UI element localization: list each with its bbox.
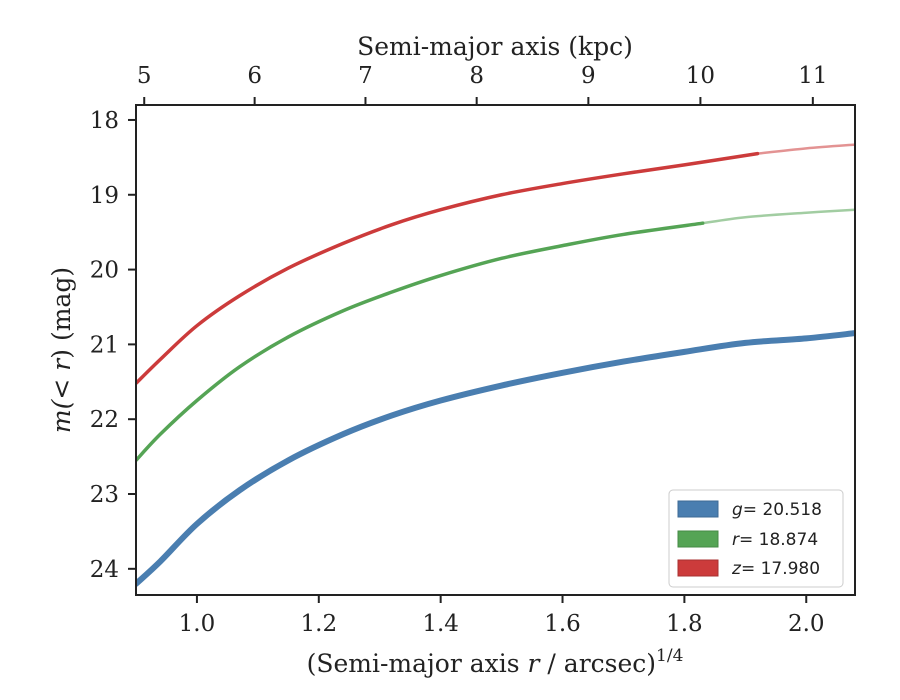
legend: g= 20.518 r= 18.874 z= 17.980 (668, 489, 844, 588)
top-tick-label: 10 (686, 63, 715, 89)
legend-swatch-z (677, 559, 719, 577)
top-axis-title: Semi-major axis (kpc) (357, 32, 633, 61)
legend-entry-z: z= 17.980 (677, 559, 820, 579)
series-line-g (136, 330, 855, 587)
series-line-r (136, 221, 705, 463)
series-line-z (136, 151, 760, 386)
legend-val-r: = 18.874 (739, 530, 818, 550)
series-line-r-extrapolated (701, 208, 855, 225)
bottom-axis-title-exponent: 1/4 (656, 646, 683, 666)
top-tick-label: 6 (247, 63, 262, 89)
y-tick-label: 20 (90, 258, 119, 284)
plot-frame (135, 104, 856, 596)
ticks-layer: 1.0 1.2 1.4 1.6 1.8 2.0 18 19 20 21 22 23 24 5 6 7 8 9 10 1… (90, 63, 828, 637)
legend-val-z: = 17.980 (741, 559, 820, 579)
left-axis-title-a: m( (47, 398, 76, 433)
legend-label-g: g= 20.518 (732, 500, 822, 520)
legend-swatch-r (677, 530, 719, 548)
legend-entry-g: g= 20.518 (677, 500, 822, 520)
bottom-axis-title-post: / arcsec) (539, 649, 656, 678)
legend-label-r: r= 18.874 (732, 530, 818, 550)
top-tick-label: 11 (798, 63, 827, 89)
x-tick-label: 1.8 (666, 611, 703, 637)
legend-swatch-g (677, 500, 719, 518)
top-tick-label: 9 (581, 63, 596, 89)
left-axis-title-b: < r (47, 357, 76, 400)
y-tick-label: 23 (90, 482, 119, 508)
x-tick-label: 1.4 (422, 611, 459, 637)
x-tick-label: 2.0 (788, 611, 825, 637)
y-tick-label: 18 (90, 108, 119, 134)
top-tick-label: 7 (358, 63, 373, 89)
top-tick-label: 5 (137, 63, 152, 89)
legend-entry-r: r= 18.874 (677, 530, 818, 550)
bottom-axis-title-pre: (Semi-major axis (307, 649, 528, 678)
x-tick-label: 1.6 (544, 611, 581, 637)
top-tick-label: 8 (469, 63, 484, 89)
x-tick-label: 1.2 (301, 611, 338, 637)
series-line-z-extrapolated (756, 143, 855, 155)
legend-val-g: = 20.518 (743, 500, 822, 520)
series-layer (136, 143, 855, 587)
left-axis-title-c: ) (mag) (47, 267, 76, 359)
bottom-axis-title: (Semi-major axis r / arcsec)1/4 (307, 646, 684, 678)
legend-var-r: r (732, 530, 740, 550)
legend-var-g: g (732, 500, 743, 520)
y-tick-label: 19 (90, 183, 119, 209)
legend-label-z: z= 17.980 (731, 559, 820, 579)
bottom-axis-title-var: r (528, 649, 542, 678)
x-tick-label: 1.0 (179, 611, 216, 637)
y-tick-label: 21 (90, 332, 119, 358)
y-tick-label: 24 (90, 557, 119, 583)
legend-var-z: z (731, 559, 742, 579)
left-axis-title: m(< r) (mag) (47, 267, 76, 433)
y-tick-label: 22 (90, 407, 119, 433)
